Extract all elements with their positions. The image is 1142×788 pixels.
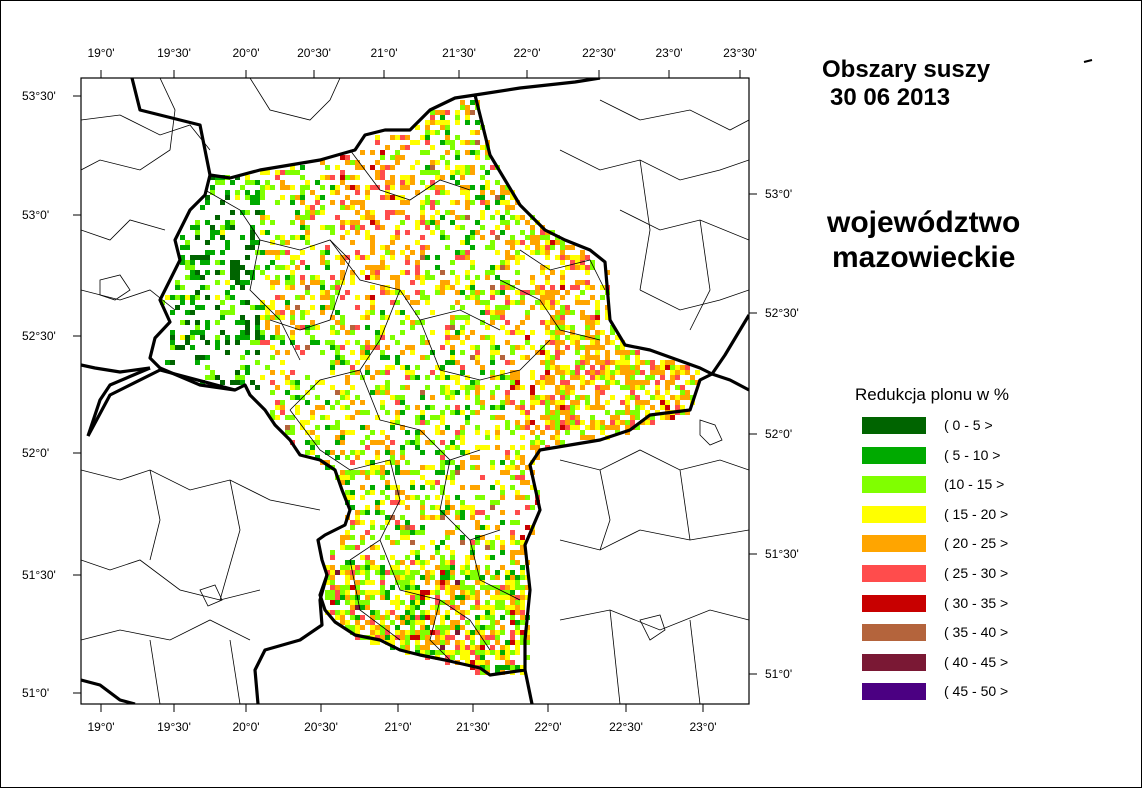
map-date: 30 06 2013: [830, 84, 951, 111]
coordinate-label: 21°30': [456, 720, 490, 734]
legend-swatch: [862, 417, 926, 434]
coordinate-label: 21°0': [370, 46, 398, 60]
legend-label: ( 40 - 45 >: [944, 653, 1009, 670]
coordinate-label: 22°30': [609, 720, 643, 734]
legend-swatch: [862, 624, 926, 642]
coordinate-label: 53°0': [22, 208, 50, 222]
legend-label: ( 20 - 25 >: [944, 535, 1009, 552]
corner-mark: [1083, 59, 1093, 63]
coordinate-label: 20°0': [232, 46, 260, 60]
coordinate-label: 20°0': [232, 720, 260, 734]
legend-swatch: [862, 683, 926, 701]
coordinate-label: 22°0': [534, 720, 562, 734]
legend-label: (10 - 15 >: [944, 476, 1005, 493]
legend-label: ( 15 - 20 >: [944, 505, 1009, 522]
coordinate-label: 51°0': [22, 686, 50, 700]
coordinate-label: 19°0': [87, 720, 115, 734]
legend-swatch: [862, 505, 926, 523]
coordinate-label: 23°0': [655, 46, 683, 60]
legend-swatch: [862, 594, 926, 612]
coordinate-label: 53°30': [22, 89, 56, 103]
coordinate-label: 22°30': [582, 46, 616, 60]
coordinate-label: 19°30': [157, 46, 191, 60]
coordinate-label: 20°30': [297, 46, 331, 60]
legend-title: Redukcja plonu w %: [855, 385, 1010, 404]
coordinate-label: 53°0': [765, 187, 793, 201]
coordinate-label: 21°30': [442, 46, 476, 60]
coordinate-label: 51°30': [765, 547, 799, 561]
coordinate-label: 51°0': [765, 667, 793, 681]
map-title: Obszary suszy: [822, 56, 991, 83]
coordinate-label: 52°30': [22, 329, 56, 343]
legend-label: ( 30 - 35 >: [944, 594, 1009, 611]
legend-label: ( 45 - 50 >: [944, 683, 1009, 700]
legend-label: ( 0 - 5 >: [944, 417, 993, 433]
legend-swatch: [862, 653, 926, 671]
legend-swatch: [862, 565, 926, 582]
coordinate-label: 52°0': [765, 427, 793, 441]
coordinate-label: 52°0': [22, 446, 50, 460]
district-borders: [81, 78, 749, 704]
legend-label: ( 35 - 40 >: [944, 624, 1009, 641]
legend-swatch: [862, 476, 926, 494]
coordinate-label: 21°0': [384, 720, 412, 734]
legend-label: ( 25 - 30 >: [944, 565, 1009, 581]
coordinate-label: 23°0': [689, 720, 717, 734]
coordinate-label: 23°30': [723, 46, 757, 60]
legend-swatch: [862, 535, 926, 553]
coordinate-label: 22°0': [513, 46, 541, 60]
map-frame: [80, 77, 750, 705]
region-label-1: województwo: [827, 206, 1021, 239]
region-label-2: mazowieckie: [832, 241, 1016, 274]
graticule-ticks: [73, 70, 757, 712]
voivodeship-borders: [81, 78, 749, 704]
coordinate-label: 19°30': [157, 720, 191, 734]
legend-swatch: [862, 446, 926, 464]
legend-label: ( 5 - 10 >: [944, 446, 1001, 463]
coordinate-label: 20°30': [304, 720, 338, 734]
coordinate-label: 51°30': [22, 568, 56, 582]
coordinate-label: 52°30': [765, 306, 799, 320]
coordinate-label: 19°0': [87, 46, 115, 60]
